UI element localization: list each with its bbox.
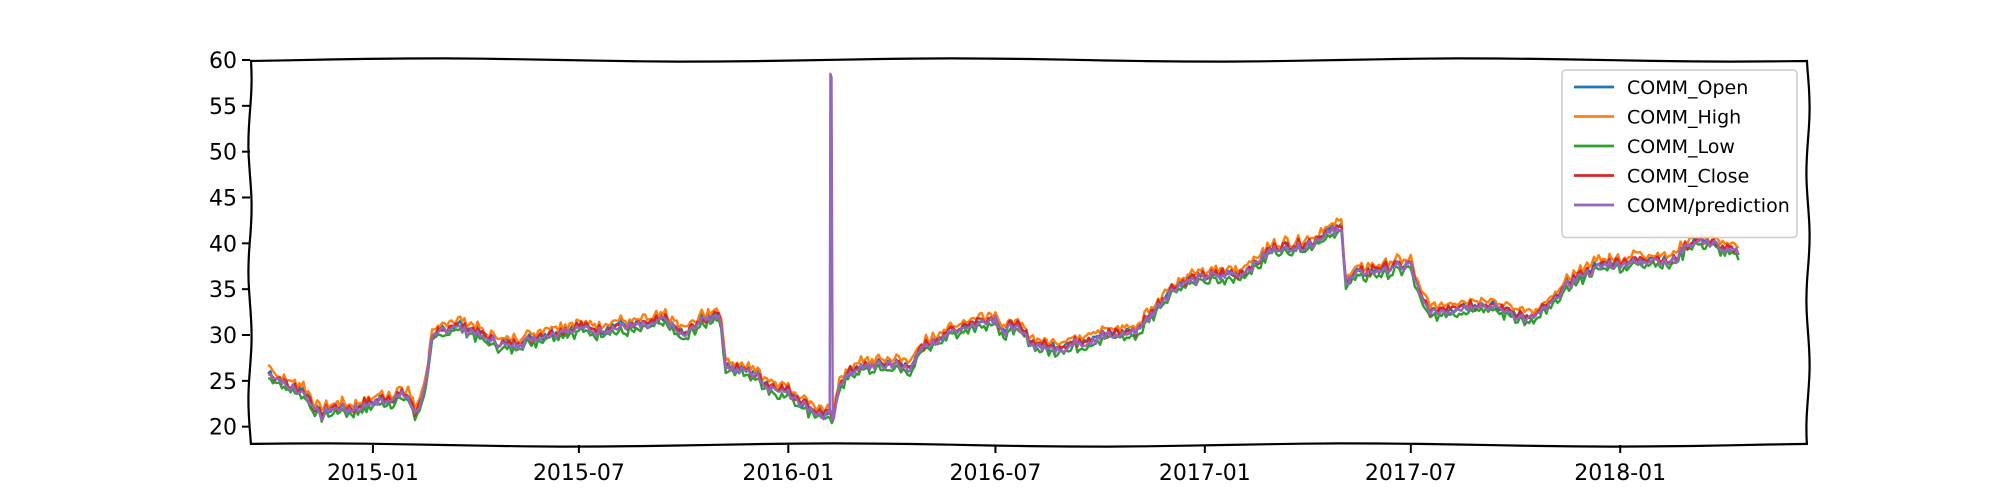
x-tick-label: 2015-07 — [533, 461, 625, 486]
y-axis: 20 25 30 35 40 45 50 55 60 — [209, 49, 250, 441]
y-tick-label: 50 — [209, 141, 237, 166]
x-tick-label: 2018-01 — [1574, 461, 1666, 486]
y-tick-label: 35 — [209, 278, 237, 303]
x-tick-label: 2015-01 — [327, 461, 419, 486]
legend-label: COMM_High — [1627, 107, 1741, 129]
y-tick-label: 20 — [209, 416, 237, 441]
x-axis: 2015-01 2015-07 2016-01 2016-07 2017-01 2017-… — [327, 445, 1666, 486]
series-layer — [267, 72, 1740, 425]
series-line-comm-high — [267, 217, 1740, 417]
legend-label: COMM_Close — [1627, 166, 1749, 188]
legend-label: COMM_Low — [1627, 136, 1735, 158]
legend-label: COMM_Open — [1627, 77, 1748, 99]
series-line-comm-prediction — [267, 72, 1740, 422]
legend-box — [1561, 69, 1798, 239]
x-tick-label: 2017-01 — [1159, 461, 1251, 486]
y-tick-label: 40 — [209, 232, 237, 257]
legend-label: COMM/prediction — [1627, 195, 1790, 217]
legend: COMM_Open COMM_High COMM_Low COMM_Close COMM… — [1561, 69, 1798, 239]
x-tick-label: 2017-07 — [1365, 461, 1457, 486]
series-line-comm-low — [268, 229, 1740, 425]
x-tick-label: 2016-01 — [742, 461, 834, 486]
y-tick-label: 25 — [209, 370, 237, 395]
y-tick-label: 60 — [209, 49, 237, 74]
y-tick-label: 30 — [209, 324, 237, 349]
y-tick-label: 45 — [209, 187, 237, 212]
x-tick-label: 2016-07 — [949, 461, 1041, 486]
y-tick-label: 55 — [209, 95, 237, 120]
plot-frame — [247, 57, 1811, 448]
